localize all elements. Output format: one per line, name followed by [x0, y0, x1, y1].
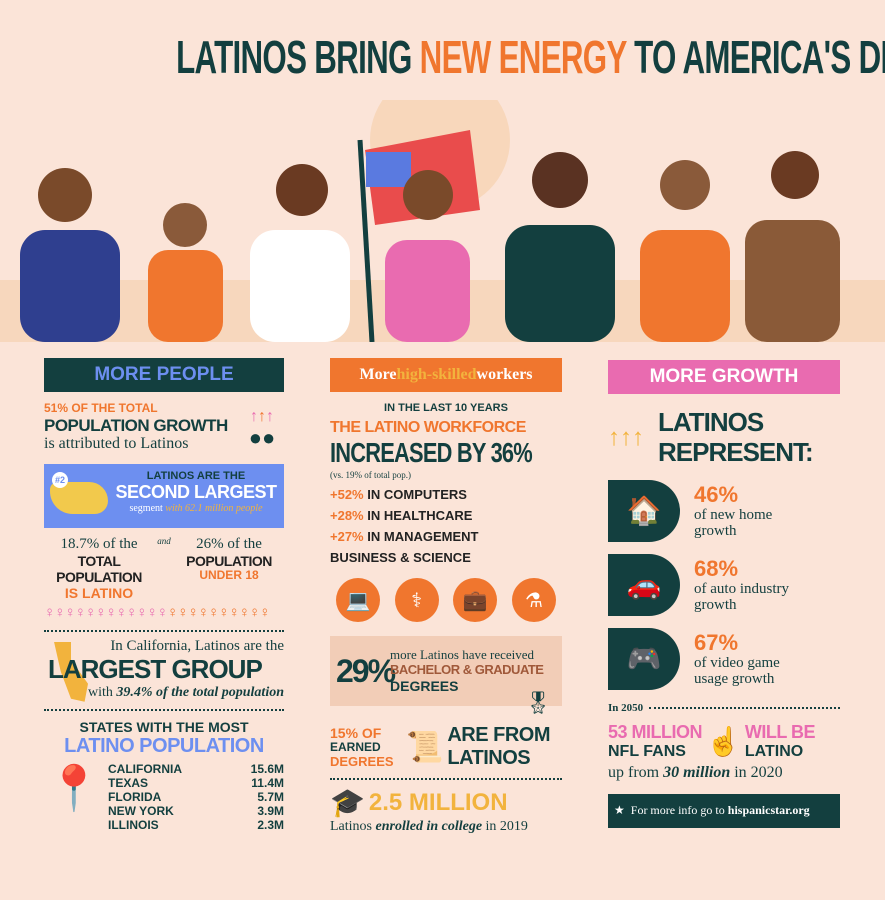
- foam-finger-football-icon: ☝: [706, 726, 741, 758]
- gamepad-icon: 🎮: [608, 627, 680, 690]
- house-hand-icon: 🏠: [608, 479, 680, 542]
- people-illustration: [0, 100, 885, 342]
- hispanic-star-logo-icon: ★: [614, 802, 625, 817]
- state-row: FLORIDA 5.7M: [108, 790, 284, 805]
- hispanicstar-link[interactable]: hispanicstar.org: [727, 802, 810, 817]
- state-row: ILLINOIS 2.3M: [108, 818, 284, 833]
- page-title: LATINOS BRING NEW ENERGY TO AMERICA'S DN…: [176, 31, 885, 83]
- degrees-box: 29% more Latinos have received BACHELOR &…: [330, 636, 562, 715]
- more-people-section: MORE PEOPLE 51% OF THE TOTAL POPULATION …: [44, 358, 284, 832]
- state-row: TEXAS 11.4M: [108, 776, 284, 791]
- growth-arrows-icon: ↑↑↑: [608, 423, 644, 451]
- workforce-stat: +28% IN HEALTHCARE: [330, 508, 473, 524]
- state-row: NEW YORK 3.9M: [108, 804, 284, 819]
- more-people-header: MORE PEOPLE: [44, 358, 284, 392]
- footer-banner: ★ For more info go to hispanicstar.org: [608, 793, 840, 828]
- growth-item: 🎮 67% of video game usage growth: [608, 627, 840, 690]
- high-skilled-header: More high-skilled workers: [330, 358, 562, 392]
- growth-item: 🏠 46% of new home growth: [608, 479, 840, 542]
- growth-item: 🚗 68% of auto industry growth: [608, 553, 840, 616]
- more-growth-header: MORE GROWTH: [608, 360, 840, 394]
- caduceus-icon: ⚕: [394, 578, 439, 623]
- laptop-icon: 💻: [336, 578, 380, 623]
- people-arrows-icon: ↑↑↑ ●●: [248, 408, 276, 451]
- high-skilled-section: More high-skilled workers IN THE LAST 10…: [330, 358, 562, 835]
- more-growth-section: MORE GROWTH ↑↑↑ LATINOS REPRESENT: 🏠 46% of…: [608, 360, 840, 828]
- population-figures-icon: ♀♀♀♀♀♀♀♀♀♀♀♀♀♀♀♀♀♀♀♀♀♀: [44, 604, 270, 622]
- flask-icon: ⚗: [511, 578, 556, 623]
- workforce-stat: +27% IN MANAGEMENT: [330, 529, 479, 545]
- location-pin-icon: 📍: [46, 764, 102, 814]
- second-largest-banner: #2 LATINOS ARE THE SECOND LARGEST segmen…: [44, 463, 284, 528]
- state-row: CALIFORNIA 15.6M: [108, 762, 284, 777]
- graduation-cap-icon: 🎓: [330, 787, 365, 819]
- ribbon-award-icon: 🎖: [524, 690, 552, 716]
- diploma-icon: 📜: [406, 730, 444, 764]
- workforce-stat: +52% IN COMPUTERS: [330, 487, 467, 503]
- page-title-wrap: LATINOS BRING NEW ENERGY TO AMERICA'S DN…: [0, 30, 885, 90]
- cars-icon: 🚗: [608, 553, 680, 616]
- briefcase-icon: 💼: [453, 578, 498, 623]
